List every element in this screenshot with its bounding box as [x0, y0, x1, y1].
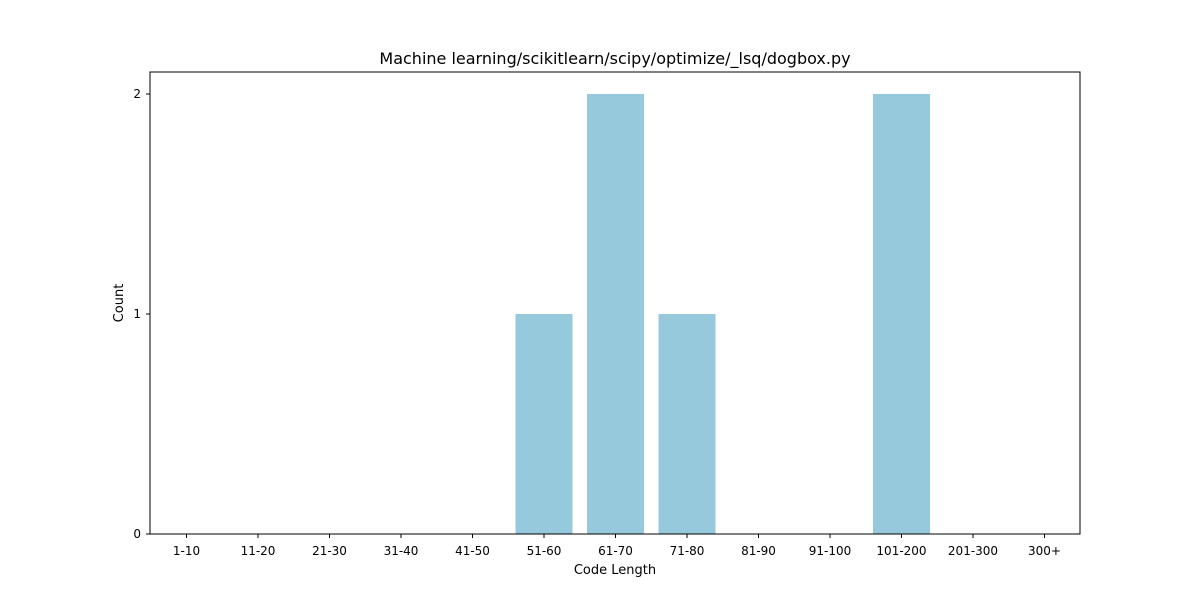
- x-tick-label: 81-90: [741, 544, 776, 558]
- x-axis-label: Code Length: [574, 563, 656, 578]
- x-tick-label: 21-30: [312, 544, 347, 558]
- x-tick-label: 31-40: [384, 544, 419, 558]
- y-axis-label: Count: [112, 284, 127, 323]
- x-tick-label: 101-200: [876, 544, 926, 558]
- x-tick-label: 91-100: [809, 544, 852, 558]
- y-tick-label: 1: [133, 307, 141, 321]
- x-tick-label: 11-20: [241, 544, 276, 558]
- bar-71-80: [658, 314, 716, 534]
- chart-title: Machine learning/scikitlearn/scipy/optim…: [379, 49, 850, 69]
- x-axis-ticks: 1-10 11-20 21-30 31-40 41-50 51-60 61-70 71-80 8…: [173, 534, 1061, 558]
- plot-frame: [149, 71, 1081, 535]
- bar-51-60: [515, 314, 573, 534]
- bars-layer: [515, 94, 930, 534]
- x-tick-label: 61-70: [598, 544, 633, 558]
- bar-61-70: [587, 94, 644, 534]
- x-tick-label: 201-300: [948, 544, 998, 558]
- y-axis-ticks: 0 1 2: [133, 87, 150, 541]
- y-tick-label: 2: [133, 87, 141, 101]
- y-tick-label: 0: [133, 527, 141, 541]
- x-tick-label: 300+: [1028, 544, 1061, 558]
- x-tick-label: 71-80: [670, 544, 705, 558]
- x-tick-label: 51-60: [527, 544, 562, 558]
- x-tick-label: 41-50: [455, 544, 490, 558]
- bar-101-200: [873, 94, 930, 534]
- x-tick-label: 1-10: [173, 544, 200, 558]
